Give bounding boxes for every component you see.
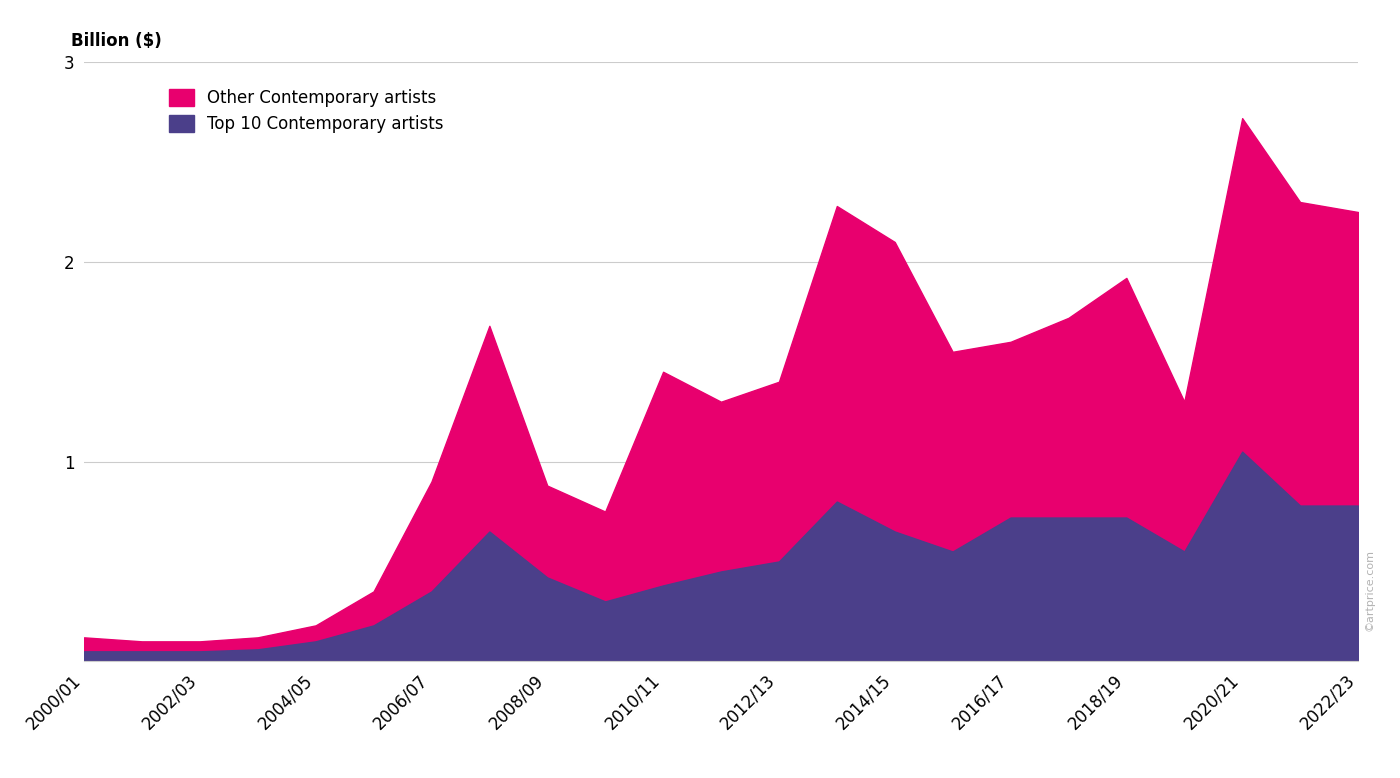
Text: Billion ($): Billion ($) [71,32,162,51]
Legend: Other Contemporary artists, Top 10 Contemporary artists: Other Contemporary artists, Top 10 Conte… [169,89,444,133]
Text: ©artprice.com: ©artprice.com [1365,549,1375,632]
